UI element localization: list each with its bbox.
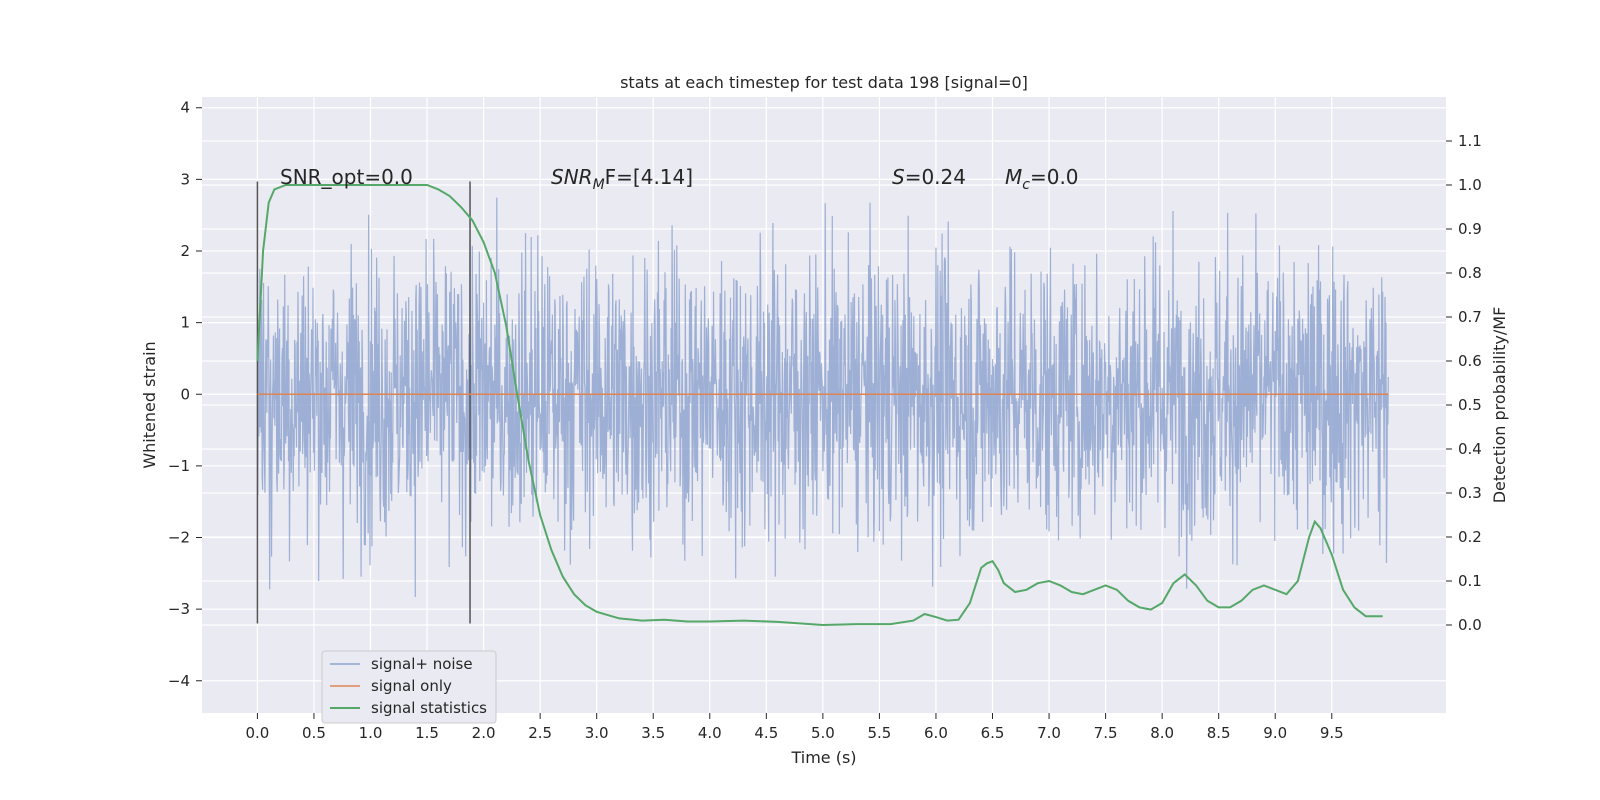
x-axis-label: Time (s) bbox=[790, 748, 856, 767]
y-axis-label: Whitened strain bbox=[140, 341, 159, 468]
x-tick-label: 0.0 bbox=[245, 724, 269, 742]
right-tick-label: 0.0 bbox=[1458, 616, 1482, 634]
vertical-markers bbox=[256, 181, 471, 624]
y-axis-ticks: 4 3 2 1 0 −1 −2 −3 −4 bbox=[168, 99, 202, 690]
right-tick-label: 0.3 bbox=[1458, 484, 1482, 502]
right-tick-label: 0.7 bbox=[1458, 308, 1482, 326]
legend-label-signal-noise: signal+ noise bbox=[371, 655, 473, 673]
x-tick-label: 5.5 bbox=[867, 724, 891, 742]
x-tick-label: 3.5 bbox=[641, 724, 665, 742]
legend: signal+ noise signal only signal statist… bbox=[321, 650, 497, 724]
x-tick-label: 2.0 bbox=[472, 724, 496, 742]
right-tick-label: 0.6 bbox=[1458, 352, 1482, 370]
x-tick-label: 9.0 bbox=[1263, 724, 1287, 742]
right-tick-label: 0.1 bbox=[1458, 572, 1482, 590]
right-tick-label: 1.0 bbox=[1458, 176, 1482, 194]
right-tick-label: 1.1 bbox=[1458, 132, 1482, 150]
legend-box bbox=[321, 650, 497, 724]
signal-noise-path bbox=[256, 197, 1389, 598]
y-tick-label: 4 bbox=[180, 99, 190, 117]
x-tick-label: 2.5 bbox=[528, 724, 552, 742]
right-axis-ticks: 1.1 1.0 0.9 0.8 0.7 0.6 0.5 0.4 0.3 0.2 0.1 0.0 bbox=[1446, 132, 1482, 634]
y-tick-label: −2 bbox=[168, 529, 190, 547]
x-tick-label: 7.0 bbox=[1037, 724, 1061, 742]
right-tick-label: 0.4 bbox=[1458, 440, 1482, 458]
x-tick-label: 3.0 bbox=[585, 724, 609, 742]
right-tick-label: 0.2 bbox=[1458, 528, 1482, 546]
y-tick-label: 2 bbox=[180, 242, 190, 260]
x-tick-label: 1.0 bbox=[359, 724, 383, 742]
x-tick-label: 6.0 bbox=[924, 724, 948, 742]
x-tick-label: 8.0 bbox=[1150, 724, 1174, 742]
annotation-s: S=0.24 bbox=[892, 165, 966, 189]
y-tick-label: −3 bbox=[168, 600, 190, 618]
y-tick-label: −1 bbox=[168, 457, 190, 475]
annotation-snr-mf: SNRMF=[4.14] bbox=[551, 165, 693, 193]
right-tick-label: 0.5 bbox=[1458, 396, 1482, 414]
right-tick-label: 0.8 bbox=[1458, 264, 1482, 282]
annotation-mc: Mc=0.0 bbox=[1005, 165, 1079, 193]
y-tick-label: −4 bbox=[168, 672, 190, 690]
x-tick-label: 5.0 bbox=[811, 724, 835, 742]
x-tick-label: 1.5 bbox=[415, 724, 439, 742]
legend-label-signal-only: signal only bbox=[371, 677, 452, 695]
x-tick-label: 0.5 bbox=[302, 724, 326, 742]
right-axis-label: Detection probability/MF bbox=[1490, 307, 1509, 504]
x-tick-label: 7.5 bbox=[1094, 724, 1118, 742]
y-tick-label: 1 bbox=[180, 314, 190, 332]
x-tick-label: 8.5 bbox=[1207, 724, 1231, 742]
x-axis-ticks: 0.0 0.5 1.0 1.5 2.0 2.5 3.0 3.5 4.0 4.5 5.0 5.5 6.0 6… bbox=[245, 713, 1344, 742]
x-tick-label: 4.5 bbox=[754, 724, 778, 742]
legend-label-signal-statistics: signal statistics bbox=[371, 699, 487, 717]
right-tick-label: 0.9 bbox=[1458, 220, 1482, 238]
x-tick-label: 4.0 bbox=[698, 724, 722, 742]
chart-title: stats at each timestep for test data 198… bbox=[620, 73, 1028, 92]
annotation-snr-opt: SNR_opt=0.0 bbox=[280, 165, 413, 189]
y-tick-label: 3 bbox=[180, 170, 190, 188]
y-tick-label: 0 bbox=[180, 385, 190, 403]
x-tick-label: 9.5 bbox=[1320, 724, 1344, 742]
signal-statistics-line bbox=[256, 184, 1383, 627]
signal-noise-series bbox=[256, 197, 1389, 598]
x-tick-label: 6.5 bbox=[981, 724, 1005, 742]
